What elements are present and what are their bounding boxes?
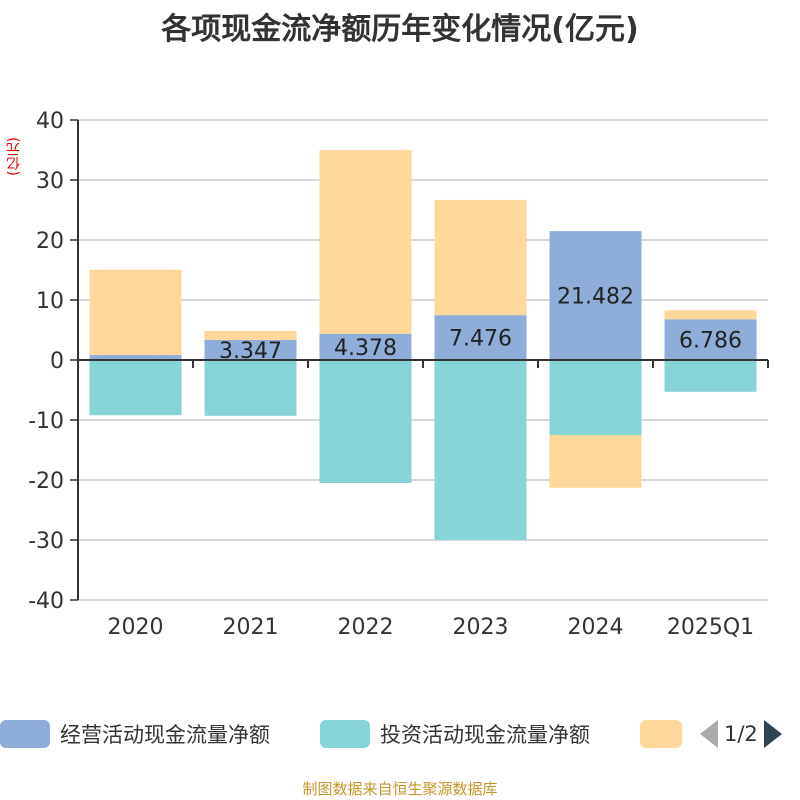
legend-swatch-financing bbox=[640, 720, 682, 748]
x-tick-label: 2021 bbox=[223, 615, 279, 640]
bar-operating[interactable] bbox=[434, 315, 527, 360]
chart-title: 各项现金流净额历年变化情况(亿元) bbox=[161, 12, 639, 47]
y-tick-label: -20 bbox=[28, 469, 64, 494]
x-tick-label: 2024 bbox=[568, 615, 624, 640]
bar-investing[interactable] bbox=[549, 360, 642, 435]
y-tick-label: 10 bbox=[36, 289, 64, 314]
bar-financing[interactable] bbox=[664, 310, 757, 320]
triangle-left-icon[interactable] bbox=[700, 720, 718, 748]
x-tick-label: 2022 bbox=[338, 615, 394, 640]
data-label: 21.482 bbox=[557, 285, 634, 310]
triangle-right-icon[interactable] bbox=[763, 720, 782, 748]
y-axis-ticks: 40 30 20 10 0 -10 -20 -30 -40 bbox=[28, 109, 78, 614]
bar-financing[interactable] bbox=[319, 150, 412, 334]
bar-financing[interactable] bbox=[204, 330, 297, 340]
grid-lines bbox=[78, 119, 768, 601]
y-tick-label: -30 bbox=[28, 529, 64, 554]
y-tick-label: -10 bbox=[28, 409, 64, 434]
bar-investing[interactable] bbox=[434, 360, 527, 540]
legend-label-investing: 投资活动现金流量净额 bbox=[380, 723, 590, 747]
legend-pager: 1/2 bbox=[700, 716, 782, 752]
bars bbox=[89, 150, 757, 540]
x-tick-label: 2023 bbox=[453, 615, 509, 640]
y-tick-label: 40 bbox=[36, 109, 64, 134]
legend-label-operating: 经营活动现金流量净额 bbox=[60, 723, 270, 747]
y-tick-label: 0 bbox=[50, 349, 64, 374]
bar-operating[interactable] bbox=[204, 339, 297, 360]
bar-investing[interactable] bbox=[204, 360, 297, 416]
legend-item-operating[interactable]: 经营活动现金流量净额 bbox=[0, 716, 270, 752]
x-tick-label: 2025Q1 bbox=[667, 615, 754, 640]
bar-investing[interactable] bbox=[319, 360, 412, 483]
bar-operating[interactable] bbox=[549, 231, 642, 360]
data-label: 3.347 bbox=[219, 339, 282, 364]
legend-swatch-operating bbox=[0, 720, 50, 748]
bar-operating[interactable] bbox=[664, 319, 757, 360]
bar-financing[interactable] bbox=[549, 435, 642, 488]
data-label: 6.786 bbox=[679, 329, 742, 354]
bar-financing[interactable] bbox=[89, 269, 182, 355]
legend-item-investing[interactable]: 投资活动现金流量净额 bbox=[320, 716, 590, 752]
legend-page-indicator: 1/2 bbox=[724, 722, 758, 746]
bar-financing[interactable] bbox=[434, 199, 527, 316]
axes bbox=[77, 120, 769, 600]
legend-item-financing[interactable] bbox=[640, 716, 682, 752]
bar-investing[interactable] bbox=[664, 360, 757, 392]
legend: 经营活动现金流量净额 投资活动现金流量净额 bbox=[0, 716, 800, 752]
data-source-note: 制图数据来自恒生聚源数据库 bbox=[302, 780, 498, 798]
y-tick-label: -40 bbox=[28, 589, 64, 614]
x-tick-label: 2020 bbox=[108, 615, 164, 640]
bar-operating[interactable] bbox=[319, 333, 412, 360]
bar-investing[interactable] bbox=[89, 360, 182, 416]
data-label: 4.378 bbox=[334, 336, 397, 361]
bar-operating[interactable] bbox=[89, 354, 182, 360]
data-label: 7.476 bbox=[449, 327, 512, 352]
x-axis-labels: 2020 2021 2022 2023 2024 2025Q1 bbox=[108, 615, 755, 640]
y-tick-label: 20 bbox=[36, 229, 64, 254]
legend-swatch-investing bbox=[320, 720, 370, 748]
y-tick-label: 30 bbox=[36, 169, 64, 194]
